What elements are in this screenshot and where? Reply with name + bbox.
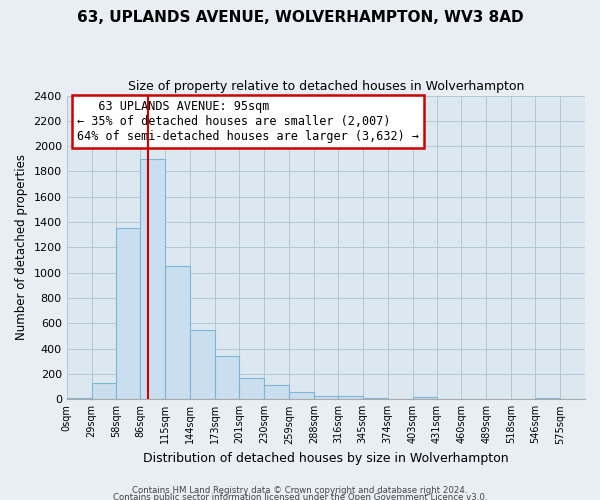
Bar <box>289 392 314 400</box>
Y-axis label: Number of detached properties: Number of detached properties <box>15 154 28 340</box>
Bar <box>92 384 116 400</box>
Text: Contains HM Land Registry data © Crown copyright and database right 2024.: Contains HM Land Registry data © Crown c… <box>132 486 468 495</box>
Text: Contains public sector information licensed under the Open Government Licence v3: Contains public sector information licen… <box>113 494 487 500</box>
Bar <box>239 378 264 400</box>
Bar <box>388 398 413 400</box>
Bar <box>67 398 92 400</box>
X-axis label: Distribution of detached houses by size in Wolverhampton: Distribution of detached houses by size … <box>143 452 509 465</box>
Text: 63 UPLANDS AVENUE: 95sqm
← 35% of detached houses are smaller (2,007)
64% of sem: 63 UPLANDS AVENUE: 95sqm ← 35% of detach… <box>77 100 419 143</box>
Bar <box>413 398 437 400</box>
Bar <box>140 159 166 400</box>
Bar <box>116 228 140 400</box>
Bar <box>215 356 239 400</box>
Bar <box>338 396 363 400</box>
Bar <box>363 398 388 400</box>
Bar <box>314 396 338 400</box>
Bar <box>166 266 190 400</box>
Bar <box>190 330 215 400</box>
Text: 63, UPLANDS AVENUE, WOLVERHAMPTON, WV3 8AD: 63, UPLANDS AVENUE, WOLVERHAMPTON, WV3 8… <box>77 10 523 25</box>
Bar <box>535 398 560 400</box>
Bar <box>264 386 289 400</box>
Title: Size of property relative to detached houses in Wolverhampton: Size of property relative to detached ho… <box>128 80 524 93</box>
